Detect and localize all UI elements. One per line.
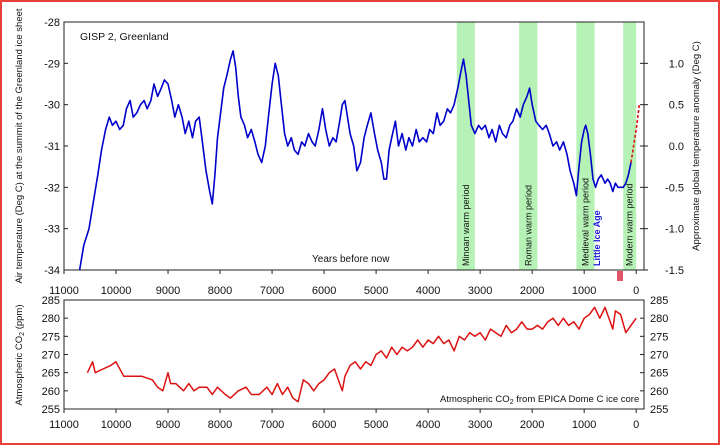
co2-y-tick-label: 280 <box>42 313 60 325</box>
x-tick-label: 9000 <box>156 285 180 297</box>
x-tick-label: 9000 <box>156 419 180 431</box>
co2-y-tick-label: 260 <box>42 386 60 398</box>
co2-y-ticks: 285 285 280 280 275 275 270 270 265 265 260 260 255 2… <box>42 295 669 416</box>
co2-y-tick-label: 265 <box>42 368 60 380</box>
co2-y2-tick-label: 260 <box>650 386 668 398</box>
temperature-panel: 11000 10000 9000 8000 7000 6000 5000 4000 3000 20… <box>14 8 702 297</box>
x-tick-label: 7000 <box>260 285 284 297</box>
x-tick-label: 0 <box>633 285 639 297</box>
co2-y-tick-label: 270 <box>42 350 60 362</box>
x-tick-label: 1000 <box>572 419 596 431</box>
warm-period-label: Roman warm period <box>523 185 533 266</box>
x-tick-label: 6000 <box>312 285 336 297</box>
y-axis-title: Air temperature (Deg C) at the summit of… <box>14 8 25 283</box>
y2-tick-label: 0.5 <box>669 100 684 112</box>
y-tick-label: -32 <box>44 182 60 194</box>
temperature-x-ticks: 11000 10000 9000 8000 7000 6000 5000 4000 3000 20… <box>49 270 639 297</box>
x-tick-label: 8000 <box>208 285 232 297</box>
co2-line <box>86 306 637 403</box>
present-marker <box>617 271 623 281</box>
co2-x-ticks: 11000 10000 9000 8000 7000 6000 5000 4000 3000 20… <box>49 409 639 431</box>
co2-y2-tick-label: 280 <box>650 313 668 325</box>
y2-tick-label: 1.0 <box>669 58 684 70</box>
co2-panel: 11000 10000 9000 8000 7000 6000 5000 4000 3000 20… <box>14 295 668 431</box>
x-tick-label: 2000 <box>520 285 544 297</box>
temperature-line <box>78 50 632 271</box>
y-tick-label: -31 <box>44 141 60 153</box>
co2-y-tick-label: 275 <box>42 331 60 343</box>
temperature-series <box>78 50 641 271</box>
y2-tick-label: -1.0 <box>665 224 684 236</box>
x-tick-label: 2000 <box>520 419 544 431</box>
y-tick-label: -28 <box>44 17 60 29</box>
x-tick-label: 11000 <box>49 419 79 431</box>
x-tick-label: 11000 <box>49 285 79 297</box>
co2-series <box>86 306 637 403</box>
x-tick-label: 1000 <box>572 285 596 297</box>
co2-y2-tick-label: 255 <box>650 404 668 416</box>
x-tick-label: 0 <box>633 419 639 431</box>
co2-plot-frame <box>63 299 645 410</box>
warm-period-labels: Minoan warm period Roman warm period Medie… <box>461 178 635 266</box>
x-tick-label: 4000 <box>416 419 440 431</box>
co2-y2-tick-label: 275 <box>650 331 668 343</box>
y2-tick-label: -0.5 <box>665 182 684 194</box>
x-axis-title: Years before now <box>312 254 390 265</box>
x-tick-label: 10000 <box>101 285 132 297</box>
little-ice-age-label: Little Ice Age <box>592 210 602 266</box>
projection-line <box>630 104 641 163</box>
anomaly-y-ticks: 1.0 0.5 0.0 -0.5 -1.0 -1.5 <box>640 58 684 277</box>
x-tick-label: 4000 <box>416 285 440 297</box>
warm-period-label: Minoan warm period <box>461 184 471 266</box>
y2-axis-title: Approximate global temperature anomaly (… <box>691 41 702 251</box>
co2-annotation: Atmospheric CO2 from EPICA Dome C ice co… <box>440 394 639 406</box>
warm-period-band <box>456 22 475 270</box>
y2-tick-label: -1.5 <box>665 265 684 277</box>
warm-period-label: Medieval warm period <box>580 178 590 266</box>
y2-tick-label: 0.0 <box>669 141 684 153</box>
warm-period-band <box>623 22 637 270</box>
co2-y-tick-label: 285 <box>42 295 60 307</box>
x-tick-label: 10000 <box>101 419 132 431</box>
x-tick-label: 5000 <box>364 419 388 431</box>
x-tick-label: 7000 <box>260 419 284 431</box>
x-tick-label: 3000 <box>468 285 492 297</box>
warm-period-band <box>576 22 595 270</box>
co2-y-tick-label: 255 <box>42 404 60 416</box>
x-tick-label: 6000 <box>312 419 336 431</box>
warm-period-bands <box>456 22 637 270</box>
y-tick-label: -30 <box>44 100 60 112</box>
warm-period-band <box>519 22 538 270</box>
y-tick-label: -29 <box>44 58 60 70</box>
warm-period-label: Modern warm period <box>625 183 635 266</box>
x-tick-label: 3000 <box>468 419 492 431</box>
temperature-y-ticks: -28 -29 -30 -31 -32 -33 -34 <box>44 17 68 277</box>
y-tick-label: -34 <box>44 265 60 277</box>
co2-y2-tick-label: 285 <box>650 295 668 307</box>
x-tick-label: 5000 <box>364 285 388 297</box>
y-tick-label: -33 <box>44 224 60 236</box>
x-tick-label: 8000 <box>208 419 232 431</box>
chart-title: GISP 2, Greenland <box>80 31 169 43</box>
co2-y-axis-title: Atmospheric CO2 (ppm) <box>14 304 26 405</box>
co2-y2-tick-label: 265 <box>650 368 668 380</box>
co2-y2-tick-label: 270 <box>650 350 668 362</box>
